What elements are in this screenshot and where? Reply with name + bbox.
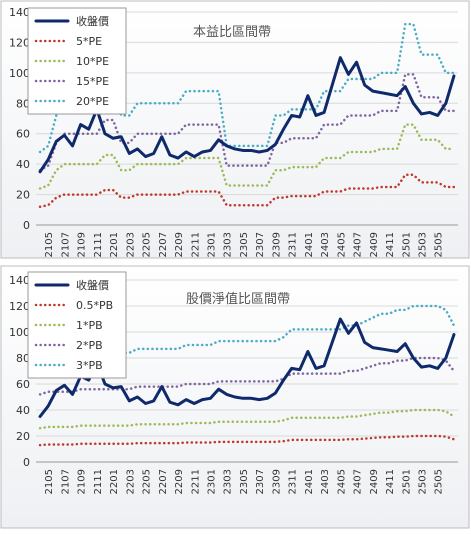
x-tick-label: 2311 [288,469,299,494]
y-tick-label: 120 [9,300,30,313]
x-tick-label: 2205 [142,469,153,494]
legend-label: 3*PB [76,359,103,372]
x-tick-label: 2209 [174,232,185,257]
series-line [38,317,456,418]
series-line [38,56,456,174]
x-tick-label: 2505 [434,232,445,257]
x-tick-label: 2503 [417,469,428,494]
x-tick-label: 2207 [158,232,169,257]
x-tick-label: 2305 [239,469,250,494]
x-tick-label: 2307 [255,232,266,257]
legend-label: 2*PB [76,339,103,352]
x-tick-label: 2401 [304,232,315,257]
y-tick-label: 100 [9,326,30,339]
series-line [38,408,456,430]
x-tick-label: 2205 [142,232,153,257]
legend-label: 0.5*PB [76,299,113,312]
x-tick-label: 2201 [109,469,120,494]
x-tick-label: 2411 [385,232,396,257]
x-tick-label: 2311 [288,232,299,257]
y-tick-label: 20 [16,430,30,443]
chart-title: 股價淨值比區間帶 [186,291,290,307]
y-tick-label: 60 [16,128,30,141]
x-tick-label: 2411 [385,469,396,494]
series-line [38,304,456,362]
x-tick-label: 2401 [304,469,315,494]
series-line [38,356,456,396]
y-tick-label: 40 [16,404,30,417]
x-tick-label: 2403 [320,469,331,494]
x-tick-label: 2403 [320,232,331,257]
x-tick-label: 2211 [190,469,201,494]
x-tick-label: 2505 [434,469,445,494]
x-tick-label: 2405 [336,232,347,257]
legend-label: 收盤價 [76,278,109,292]
y-tick-label: 60 [16,378,30,391]
legend-label: 1*PB [76,319,103,332]
x-tick-label: 2503 [417,232,428,257]
x-tick-label: 2107 [60,469,71,494]
x-tick-label: 2407 [353,469,364,494]
y-tick-label: 40 [16,158,30,171]
x-tick-label: 2501 [401,469,412,494]
legend-label: 15*PE [76,75,109,88]
x-tick-label: 2407 [353,232,364,257]
x-tick-label: 2303 [223,469,234,494]
x-tick-label: 2501 [401,232,412,257]
x-tick-label: 2203 [125,232,136,257]
x-tick-label: 2109 [77,232,88,257]
y-tick-label: 20 [16,189,30,202]
x-tick-label: 2409 [369,232,380,257]
y-tick-label: 0 [23,456,30,469]
x-tick-label: 2301 [206,232,217,257]
x-tick-label: 2309 [271,232,282,257]
chart-title: 本益比區間帶 [193,25,271,40]
legend-label: 20*PE [76,95,109,108]
x-tick-label: 2211 [190,232,201,257]
x-tick-label: 2105 [44,469,55,494]
series-line [38,434,456,447]
x-tick-label: 2209 [174,469,185,494]
x-tick-label: 2201 [109,232,120,257]
x-tick-label: 2309 [271,469,282,494]
y-tick-label: 100 [9,67,30,80]
x-tick-label: 2207 [158,469,169,494]
x-tick-label: 2111 [93,469,104,494]
x-tick-label: 2305 [239,232,250,257]
y-tick-label: 0 [23,219,30,232]
y-tick-label: 80 [16,352,30,365]
legend-label: 5*PE [76,35,102,48]
series-line [38,123,456,190]
x-tick-label: 2405 [336,469,347,494]
y-tick-label: 140 [9,274,30,287]
x-tick-label: 2105 [44,232,55,257]
x-tick-label: 2409 [369,469,380,494]
x-tick-label: 2307 [255,469,266,494]
y-tick-label: 140 [9,6,30,19]
x-tick-label: 2109 [77,469,88,494]
x-tick-label: 2111 [93,232,104,257]
legend-label: 10*PE [76,55,109,68]
y-tick-label: 120 [9,36,30,49]
legend-label: 收盤價 [76,14,109,28]
x-tick-label: 2301 [206,469,217,494]
x-tick-label: 2303 [223,232,234,257]
series-line [38,173,456,208]
x-tick-label: 2203 [125,469,136,494]
y-tick-label: 80 [16,97,30,110]
series-line [38,73,456,172]
x-tick-label: 2107 [60,232,71,257]
